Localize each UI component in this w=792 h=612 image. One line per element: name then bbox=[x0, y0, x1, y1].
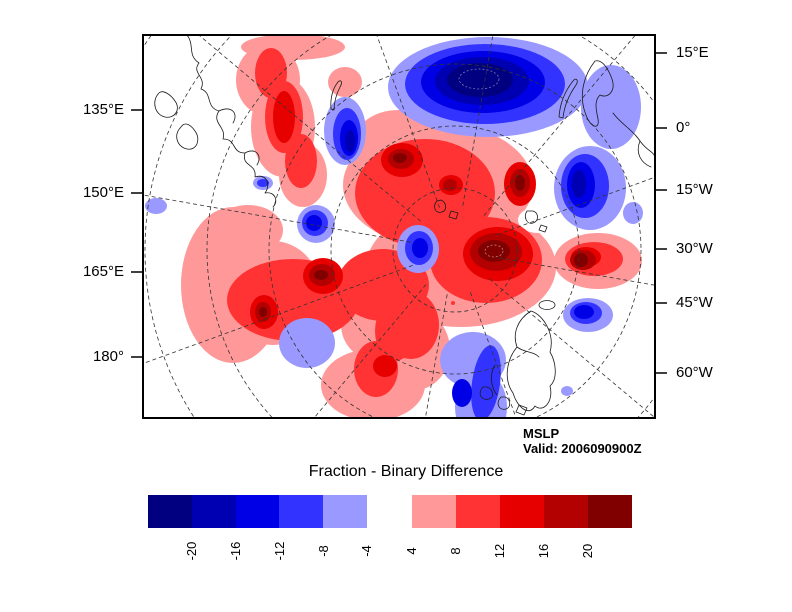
longitude-label: 30°W bbox=[676, 240, 713, 257]
latitude-label: 180° bbox=[92, 348, 124, 365]
colorbar-tick-label: 12 bbox=[492, 543, 507, 559]
annotation-field-name: MSLP bbox=[523, 426, 560, 441]
longitude-label: 15°E bbox=[676, 44, 709, 61]
map-annotation: MSLP Valid: 2006090900Z bbox=[523, 426, 642, 456]
colorbar-cell bbox=[412, 495, 456, 528]
colorbar-cell bbox=[544, 495, 588, 528]
chart-title: Fraction - Binary Difference bbox=[308, 463, 504, 480]
colorbar-cell bbox=[279, 495, 324, 528]
inner-contour-negative bbox=[458, 68, 500, 90]
colorbar-tick-label: -20 bbox=[184, 541, 199, 561]
colorbar-cell bbox=[500, 495, 544, 528]
colorbar-tick-label: -16 bbox=[228, 541, 243, 561]
colorbar-cell bbox=[456, 495, 500, 528]
longitude-label: 45°W bbox=[676, 294, 713, 311]
longitude-label: 0° bbox=[676, 119, 691, 136]
axis-ticks bbox=[131, 52, 667, 374]
colorbar-tick-label: -8 bbox=[316, 545, 331, 557]
colorbar-cell bbox=[588, 495, 632, 528]
colorbar-tick-label: 16 bbox=[536, 543, 551, 559]
contour-fill-positive-medium bbox=[227, 48, 623, 397]
contour-fill-positive-maroon bbox=[259, 153, 588, 317]
colorbar-tick-label: 20 bbox=[580, 543, 595, 559]
colorbar-positive bbox=[412, 495, 632, 528]
longitude-label: 15°W bbox=[676, 181, 713, 198]
coastlines bbox=[154, 35, 655, 416]
annotation-valid-time: Valid: 2006090900Z bbox=[523, 441, 642, 456]
colorbar-cell bbox=[323, 495, 367, 528]
colorbar-tick-label: 8 bbox=[448, 547, 463, 555]
latitude-label: 150°E bbox=[82, 184, 124, 201]
colorbar-cell bbox=[235, 495, 280, 528]
colorbar-tick-label: -12 bbox=[272, 541, 287, 561]
latitude-label: 135°E bbox=[82, 101, 124, 118]
graticule-grid bbox=[143, 35, 655, 418]
colorbar-cell bbox=[191, 495, 236, 528]
colorbar-tick-label: -4 bbox=[359, 545, 374, 557]
colorbar-cell bbox=[148, 495, 192, 528]
map-canvas bbox=[131, 34, 667, 419]
latitude-label: 165°E bbox=[82, 263, 124, 280]
longitude-label: 60°W bbox=[676, 364, 713, 381]
colorbar-negative bbox=[148, 495, 367, 528]
map-frame bbox=[142, 34, 656, 419]
inner-contour-positive bbox=[484, 244, 504, 258]
colorbar-tick-label: 4 bbox=[404, 547, 419, 555]
contour-fill-negative-darkest bbox=[447, 63, 513, 97]
